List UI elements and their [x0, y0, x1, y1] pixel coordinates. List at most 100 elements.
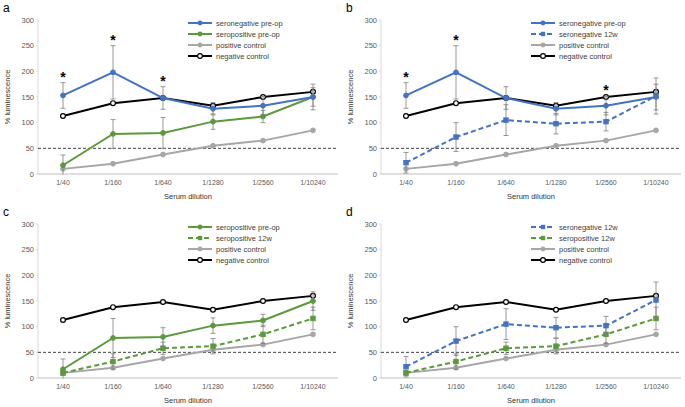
legend-marker [541, 54, 546, 59]
series-line [63, 301, 313, 369]
plot-area [381, 282, 681, 377]
legend-marker [198, 32, 203, 37]
marker [61, 93, 66, 98]
error-bar-cap [61, 359, 66, 360]
legend-marker [541, 21, 546, 26]
error-bar-cap [161, 346, 166, 347]
marker [211, 119, 216, 124]
legend-marker [541, 247, 546, 252]
x-tick-label: 1/40 [399, 179, 413, 186]
y-tick-label: 250 [364, 41, 377, 50]
marker [654, 95, 659, 100]
error-bar [261, 325, 266, 343]
marker [404, 365, 408, 369]
x-axis-line [38, 378, 338, 379]
series-line [63, 334, 313, 373]
error-bar [261, 96, 266, 114]
error-bar-cap [654, 282, 659, 283]
figure: a% luminescenceSerum dilution05010015020… [0, 0, 685, 407]
error-bar-cap [161, 354, 166, 355]
error-bar-cap [554, 133, 559, 134]
legend: seronegative pre-opseropositive pre-oppo… [188, 19, 283, 61]
marker [111, 101, 116, 106]
error-bar-cap [161, 327, 166, 328]
marker [311, 299, 316, 304]
error-bar [211, 318, 216, 333]
marker [454, 101, 459, 106]
panel: d% luminescenceSerum dilution05010015020… [346, 205, 681, 405]
x-tick-label: 1/1280 [202, 383, 224, 390]
marker [111, 70, 116, 75]
marker [454, 135, 458, 139]
error-bar-cap [654, 113, 659, 114]
y-tick [36, 275, 38, 276]
y-tick [36, 174, 38, 175]
legend-marker [198, 258, 203, 263]
error-bar [161, 87, 166, 110]
error-bar-cap [404, 108, 409, 109]
x-tick-label: 1/640 [497, 383, 515, 390]
error-bar [404, 83, 409, 109]
y-tick-label: 300 [364, 220, 377, 229]
y-tick [36, 301, 38, 302]
marker [604, 299, 609, 304]
legend-label: positive control [216, 41, 266, 50]
error-bar-cap [111, 357, 116, 358]
y-tick [379, 122, 381, 123]
error-bar-cap [111, 318, 116, 319]
marker [261, 332, 265, 336]
marker [61, 114, 66, 119]
y-tick-label: 250 [21, 41, 34, 50]
y-tick [379, 301, 381, 302]
x-tick-label: 1/2560 [252, 383, 274, 390]
y-tick [36, 378, 38, 379]
error-bar-cap [604, 334, 609, 335]
plot-area [38, 292, 338, 379]
error-bar [504, 342, 509, 354]
legend-marker [541, 32, 545, 36]
annotation: * [160, 73, 166, 89]
marker [554, 344, 558, 348]
series-line [63, 130, 313, 169]
marker [654, 332, 659, 337]
legend-label: seronegative pre-op [216, 19, 283, 28]
marker [404, 161, 408, 165]
marker [604, 119, 608, 123]
x-tick-label: 1/40 [56, 383, 70, 390]
error-bar-cap [554, 353, 559, 354]
marker [504, 118, 508, 122]
x-tick-label: 1/1280 [202, 179, 224, 186]
panel-title: a [3, 1, 10, 15]
marker [111, 161, 116, 166]
error-bar [404, 152, 409, 173]
marker [211, 323, 216, 328]
error-bar [261, 314, 266, 326]
marker [261, 103, 266, 108]
marker [161, 152, 166, 157]
panel-title: b [346, 1, 353, 15]
legend-label: seropositive pre-op [216, 223, 280, 232]
x-tick-label: 1/2560 [595, 179, 617, 186]
x-tick-label: 1/10240 [300, 179, 325, 186]
panel-title: c [3, 205, 9, 219]
x-tick-label: 1/640 [154, 179, 172, 186]
error-bar-cap [311, 310, 316, 311]
error-bar [211, 338, 216, 353]
y-axis-label: % luminescence [346, 274, 355, 329]
error-bar-cap [554, 114, 559, 115]
error-bar-cap [654, 109, 659, 110]
error-bar [654, 282, 659, 318]
error-bar-cap [654, 329, 659, 330]
error-bar-cap [604, 130, 609, 131]
legend-label: negative control [559, 52, 612, 61]
marker [404, 318, 409, 323]
error-bar-cap [404, 356, 409, 357]
y-tick [36, 45, 38, 46]
legend: seropositive pre-opseropositive 12wposit… [188, 223, 280, 265]
series-line [406, 72, 656, 108]
marker [261, 318, 266, 323]
y-tick [379, 249, 381, 250]
error-bar [311, 307, 316, 330]
marker [161, 300, 166, 305]
error-bar-cap [111, 148, 116, 149]
